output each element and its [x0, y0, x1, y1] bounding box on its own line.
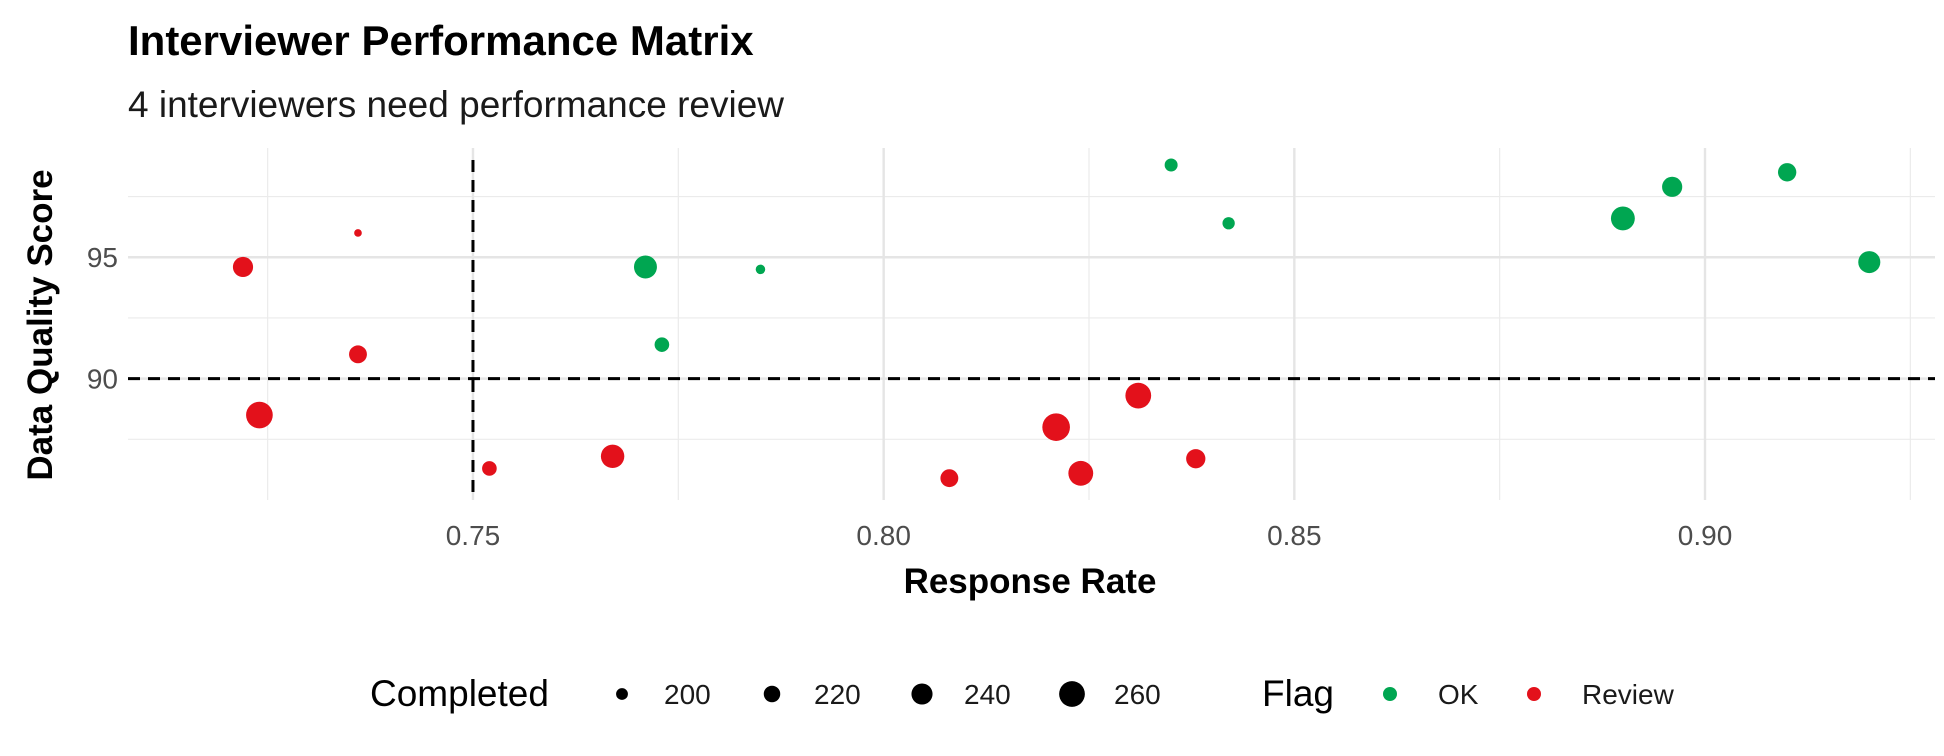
size-legend-key: [911, 683, 933, 705]
data-points: [232, 158, 1881, 488]
chart-title: Interviewer Performance Matrix: [128, 17, 754, 64]
data-point: [246, 401, 273, 429]
x-tick-label: 0.85: [1267, 520, 1322, 551]
color-legend-title: Flag: [1262, 673, 1334, 714]
data-point: [1125, 382, 1152, 409]
y-axis-ticks: 90 95: [87, 242, 118, 394]
x-tick-label: 0.80: [856, 520, 911, 551]
data-point: [482, 461, 497, 476]
x-axis-ticks: 0.75 0.80 0.85 0.90: [446, 520, 1733, 551]
chart-subtitle: 4 interviewers need performance review: [128, 84, 784, 125]
data-point: [1186, 449, 1206, 469]
size-legend-key: [1059, 681, 1085, 707]
x-axis-title: Response Rate: [904, 562, 1157, 601]
data-point: [1164, 158, 1178, 172]
size-legend-label: 240: [964, 679, 1011, 710]
data-point: [1777, 163, 1797, 182]
size-legend-label: 260: [1114, 679, 1161, 710]
data-point: [232, 256, 254, 278]
color-legend-key: [1527, 687, 1541, 701]
data-point: [354, 229, 362, 237]
data-point: [1042, 413, 1070, 441]
data-point: [1610, 206, 1635, 231]
data-point: [755, 264, 766, 275]
y-tick-label: 90: [87, 364, 118, 395]
grid: [128, 148, 1935, 500]
data-point: [1222, 217, 1235, 230]
color-legend-label: OK: [1438, 679, 1479, 710]
y-tick-label: 95: [87, 242, 118, 273]
y-axis-title: Data Quality Score: [21, 169, 60, 480]
color-legend-label: Review: [1582, 679, 1675, 710]
legend: Completed Flag 200 220 240 260 OK Review: [370, 673, 1675, 714]
data-point: [1858, 251, 1881, 274]
size-legend-label: 200: [664, 679, 711, 710]
size-legend-label: 220: [814, 679, 861, 710]
data-point: [633, 255, 657, 279]
data-point: [349, 345, 367, 364]
reference-lines: [128, 160, 1935, 500]
data-point: [1068, 460, 1094, 486]
color-legend-key: [1383, 687, 1397, 701]
data-point: [940, 469, 959, 488]
size-legend-key: [616, 688, 628, 700]
data-point: [600, 444, 625, 469]
x-tick-label: 0.90: [1678, 520, 1733, 551]
data-point: [654, 337, 670, 352]
x-tick-label: 0.75: [446, 520, 501, 551]
size-legend-title: Completed: [370, 673, 549, 714]
size-legend-key: [763, 685, 781, 703]
data-point: [1662, 176, 1683, 197]
